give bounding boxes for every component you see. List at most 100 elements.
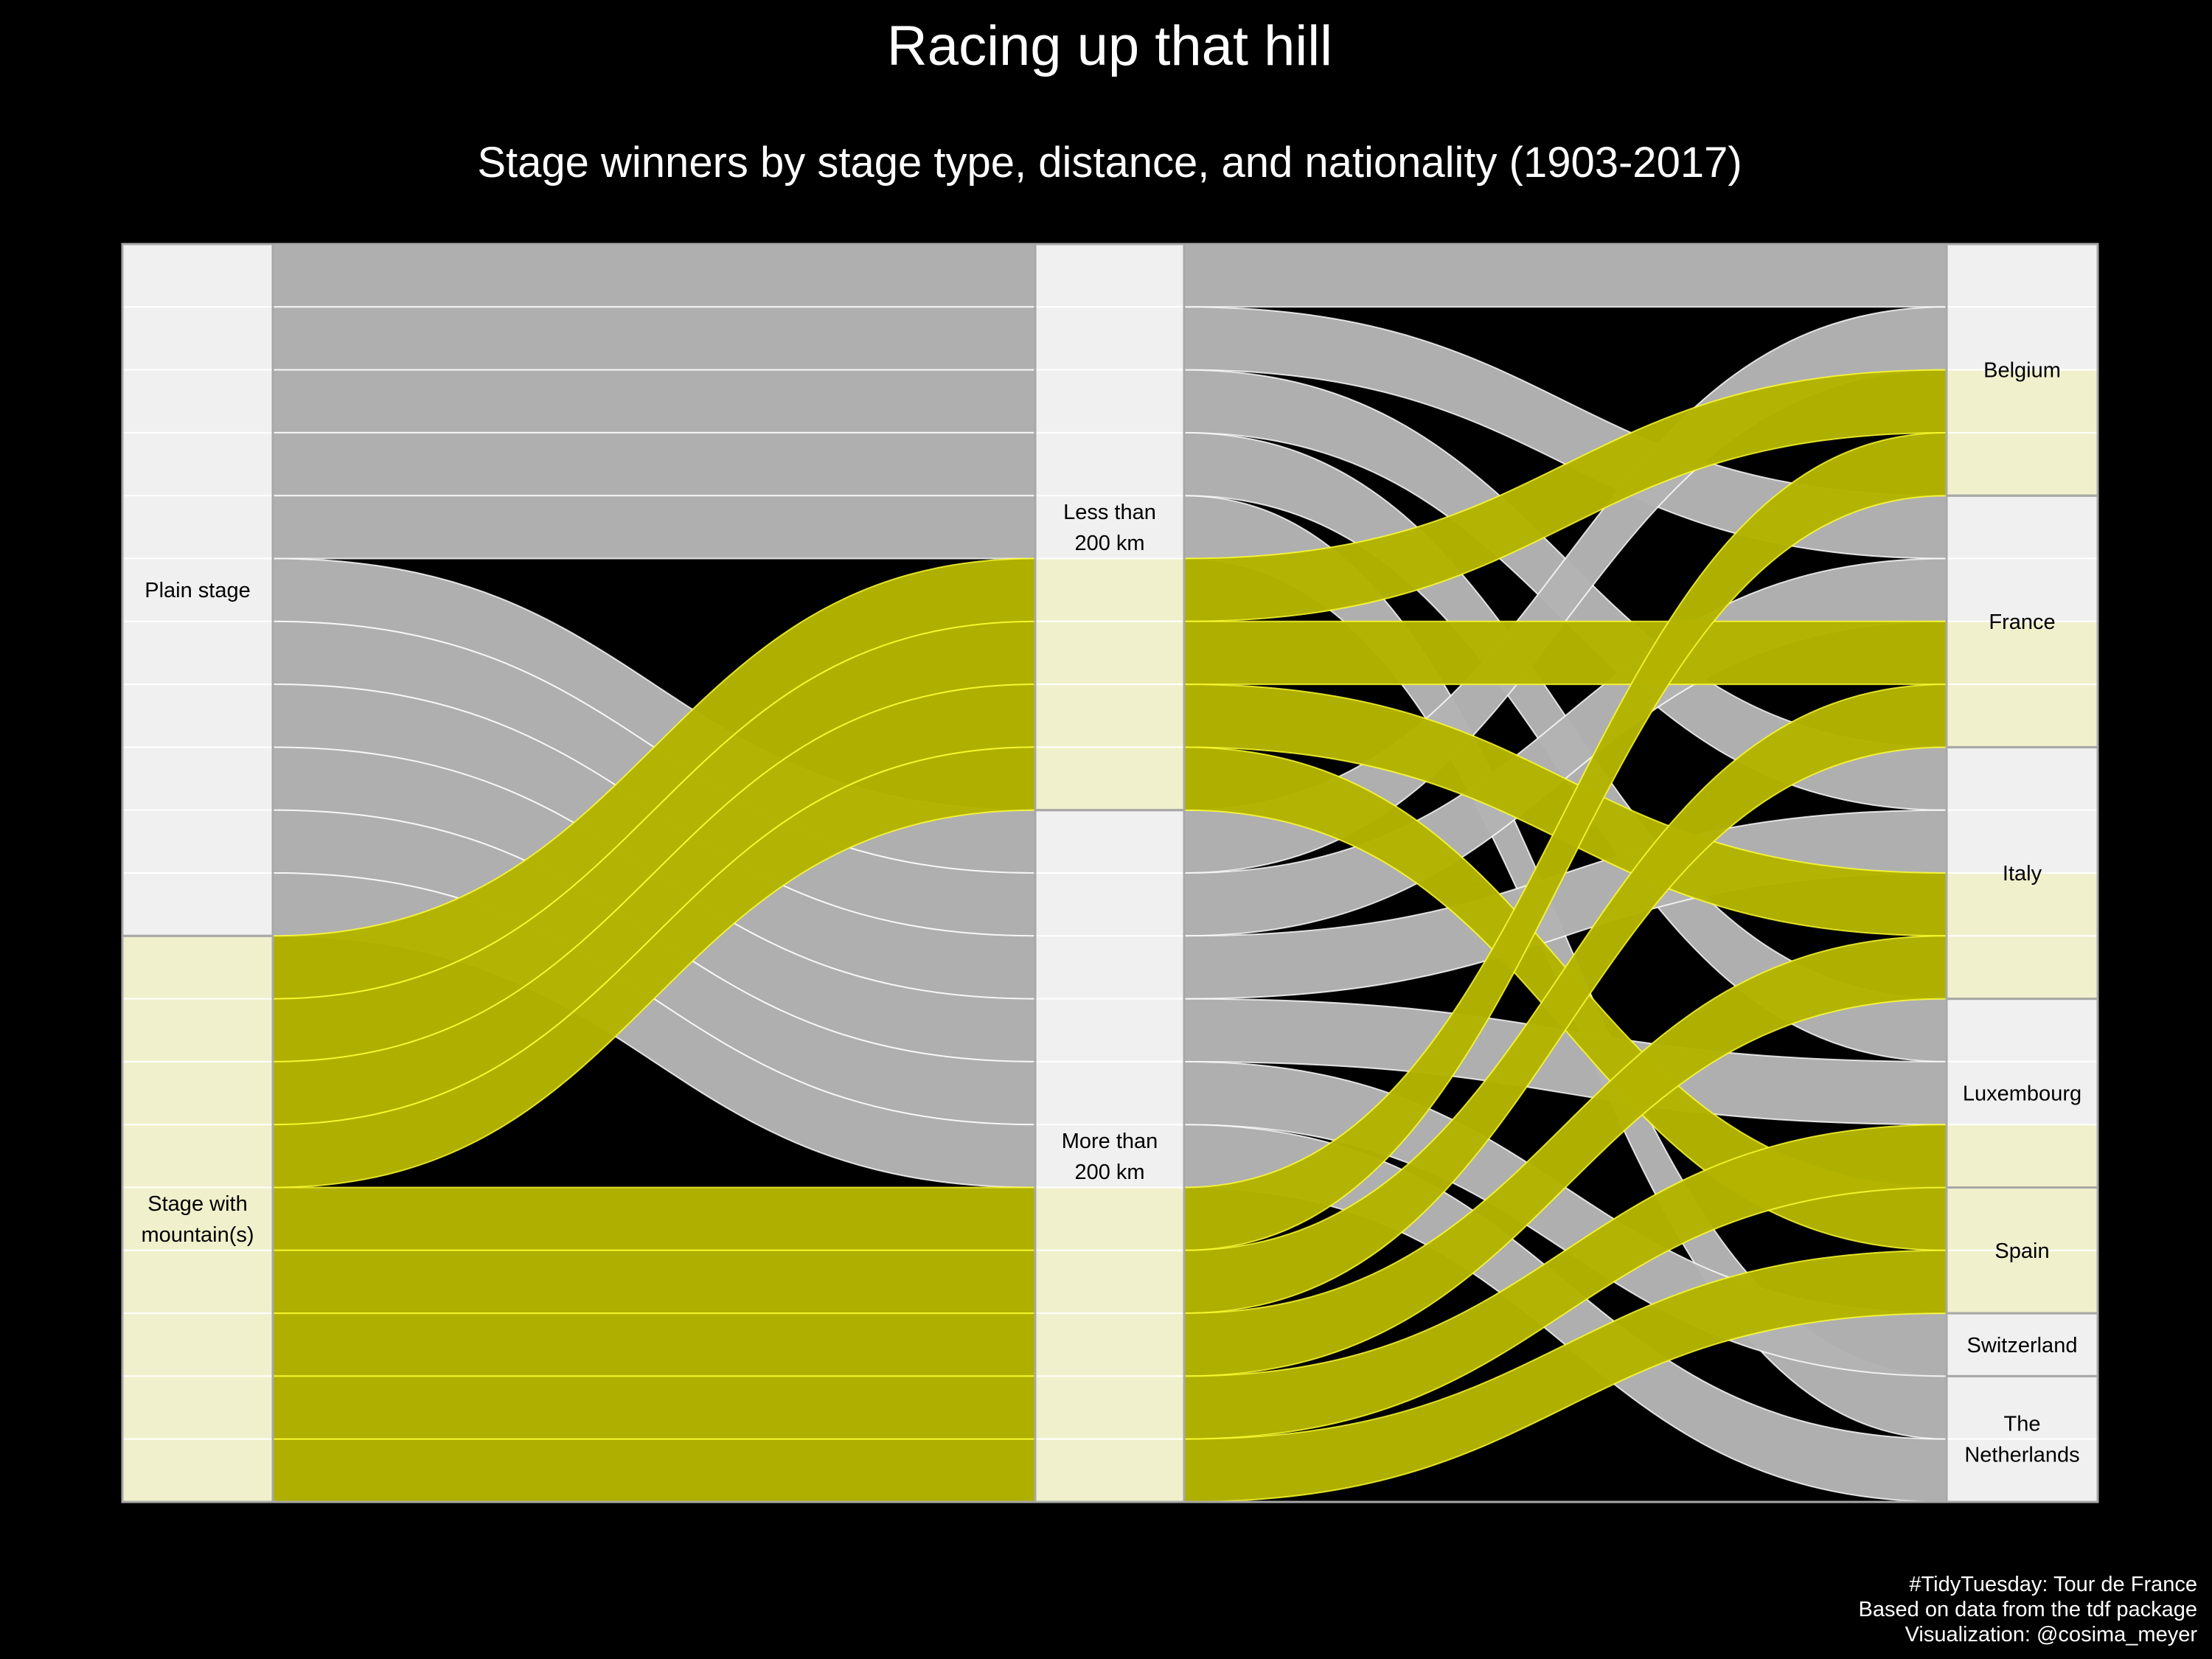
flow-stage-with-mountain-s-more-than-200-km-spain-seg1 bbox=[272, 1438, 1036, 1503]
flow-plain-stage-less-than-200-km-france-seg1 bbox=[272, 306, 1036, 371]
lode-stage-type-10 bbox=[122, 809, 274, 874]
stratum-label-line: Belgium bbox=[1983, 359, 2061, 383]
lode-nationality-2 bbox=[1946, 495, 2098, 560]
flow-stage-with-mountain-s-more-than-200-km-france-seg1 bbox=[272, 1249, 1036, 1315]
stratum-label-the-netherlands: The Netherlands bbox=[1964, 1413, 2079, 1467]
caption-line-1: #TidyTuesday: Tour de France bbox=[1909, 1573, 2197, 1596]
stratum-label-line: Less than bbox=[1063, 501, 1156, 524]
lode-stage-type-17 bbox=[122, 1249, 274, 1315]
lode-distance-4 bbox=[1034, 431, 1185, 497]
stratum-label-belgium: Belgium bbox=[1983, 359, 2061, 383]
flow-plain-stage-less-than-200-km-italy-seg1 bbox=[272, 369, 1036, 434]
lode-stage-type-13 bbox=[122, 998, 274, 1062]
flow-plain-stage-less-than-200-km-belgium-seg2 bbox=[1183, 243, 1947, 308]
lode-distance-8 bbox=[1034, 935, 1185, 1000]
lode-nationality-4 bbox=[1946, 998, 2098, 1062]
lode-nationality-20 bbox=[1946, 1249, 2098, 1315]
lode-nationality-1 bbox=[1946, 243, 2098, 308]
alluvia-flows bbox=[272, 243, 1947, 1503]
lode-distance-10 bbox=[1034, 1060, 1185, 1126]
lode-stage-type-2 bbox=[122, 306, 274, 371]
stratum-label-france: France bbox=[1989, 611, 2055, 634]
stratum-label-line: Italy bbox=[2003, 862, 2042, 886]
chart-subtitle: Stage winners by stage type, distance, a… bbox=[477, 139, 1742, 187]
stratum-label-line: Netherlands bbox=[1964, 1444, 2079, 1467]
lode-stage-type-1 bbox=[122, 243, 274, 308]
strata: Plain stage Stage with mountain(s) Less tha… bbox=[121, 243, 2099, 1503]
stratum-label-more-than-200-km: More than 200 km bbox=[1062, 1130, 1158, 1184]
lode-distance-12 bbox=[1034, 557, 1185, 622]
lode-distance-1 bbox=[1034, 243, 1185, 308]
lode-distance-19 bbox=[1034, 1375, 1185, 1440]
lode-nationality-8 bbox=[1946, 809, 2098, 874]
lode-distance-15 bbox=[1034, 746, 1185, 811]
lode-distance-2 bbox=[1034, 306, 1185, 371]
lode-nationality-17 bbox=[1946, 684, 2098, 748]
lode-distance-6 bbox=[1034, 809, 1185, 874]
stratum-label-line: Plain stage bbox=[145, 579, 251, 602]
plot-frame bbox=[121, 243, 2099, 1503]
lode-stage-type-14 bbox=[122, 1060, 274, 1126]
flow-stage-with-mountain-s-more-than-200-km-belgium-seg1 bbox=[272, 1186, 1036, 1251]
lode-stage-type-3 bbox=[122, 369, 274, 434]
stratum-label-line: Stage with bbox=[147, 1192, 247, 1216]
caption-line-3: Visualization: @cosima_meyer bbox=[1905, 1623, 2198, 1646]
lode-distance-7 bbox=[1034, 872, 1185, 937]
flow-plain-stage-less-than-200-km-luxembourg-seg1 bbox=[272, 431, 1036, 497]
lode-stage-type-7 bbox=[122, 620, 274, 686]
lode-stage-type-12 bbox=[122, 935, 274, 1000]
stratum-label-spain: Spain bbox=[1994, 1239, 2049, 1263]
caption-block: #TidyTuesday: Tour de France Based on da… bbox=[1859, 1573, 2198, 1646]
stratum-label-line: 200 km bbox=[1074, 1161, 1144, 1184]
lode-nationality-15 bbox=[1946, 1186, 2098, 1251]
flow-plain-stage-less-than-200-km-the-netherlands-seg1 bbox=[272, 495, 1036, 560]
lode-stage-type-20 bbox=[122, 1438, 274, 1503]
stratum-label-line: Switzerland bbox=[1967, 1334, 2078, 1357]
lode-distance-17 bbox=[1034, 1249, 1185, 1315]
chart-title: Racing up that hill bbox=[887, 15, 1332, 77]
flow-stage-with-mountain-s-less-than-200-km-france-seg2 bbox=[1183, 620, 1947, 686]
lode-nationality-3 bbox=[1946, 746, 2098, 811]
stratum-label-line: 200 km bbox=[1074, 532, 1144, 555]
lode-distance-11 bbox=[1034, 1124, 1185, 1189]
stratum-label-line: France bbox=[1989, 611, 2055, 634]
lode-stage-type-5 bbox=[122, 495, 274, 560]
lode-stage-type-8 bbox=[122, 684, 274, 748]
lode-stage-type-15 bbox=[122, 1124, 274, 1189]
lode-nationality-12 bbox=[1946, 369, 2098, 434]
stratum-label-line: mountain(s) bbox=[141, 1223, 254, 1247]
lode-distance-9 bbox=[1034, 998, 1185, 1062]
stratum-label-stage-with-mountain-s: Stage with mountain(s) bbox=[141, 1192, 254, 1247]
stratum-label-line: Luxembourg bbox=[1963, 1082, 2081, 1106]
stratum-label-line: The bbox=[2004, 1413, 2041, 1436]
lode-distance-3 bbox=[1034, 369, 1185, 434]
lode-stage-type-9 bbox=[122, 746, 274, 811]
lode-stage-type-11 bbox=[122, 872, 274, 937]
lode-stage-type-16 bbox=[122, 1186, 274, 1251]
stratum-label-italy: Italy bbox=[2003, 862, 2042, 886]
lode-distance-5 bbox=[1034, 495, 1185, 560]
stratum-label-switzerland: Switzerland bbox=[1967, 1334, 2078, 1357]
lode-distance-16 bbox=[1034, 1186, 1185, 1251]
lode-stage-type-19 bbox=[122, 1375, 274, 1440]
lode-stage-type-4 bbox=[122, 431, 274, 497]
flow-plain-stage-less-than-200-km-belgium-seg1 bbox=[272, 243, 1036, 308]
stratum-label-plain-stage: Plain stage bbox=[145, 579, 251, 602]
lode-nationality-19 bbox=[1946, 1124, 2098, 1189]
lode-stage-type-6 bbox=[122, 557, 274, 622]
lode-nationality-11 bbox=[1946, 1438, 2098, 1503]
stratum-label-line: More than bbox=[1062, 1130, 1158, 1153]
flow-stage-with-mountain-s-more-than-200-km-luxembourg-seg1 bbox=[272, 1375, 1036, 1440]
lode-stage-type-18 bbox=[122, 1312, 274, 1377]
lode-distance-13 bbox=[1034, 620, 1185, 686]
lode-distance-18 bbox=[1034, 1312, 1185, 1377]
flow-stage-with-mountain-s-more-than-200-km-italy-seg1 bbox=[272, 1312, 1036, 1377]
stratum-label-luxembourg: Luxembourg bbox=[1963, 1082, 2081, 1106]
lode-nationality-18 bbox=[1946, 935, 2098, 1000]
lode-distance-14 bbox=[1034, 684, 1185, 748]
lode-nationality-9 bbox=[1946, 1060, 2098, 1126]
caption-line-2: Based on data from the tdf package bbox=[1859, 1598, 2197, 1621]
lode-distance-20 bbox=[1034, 1438, 1185, 1503]
stratum-label-less-than-200-km: Less than 200 km bbox=[1063, 501, 1156, 555]
